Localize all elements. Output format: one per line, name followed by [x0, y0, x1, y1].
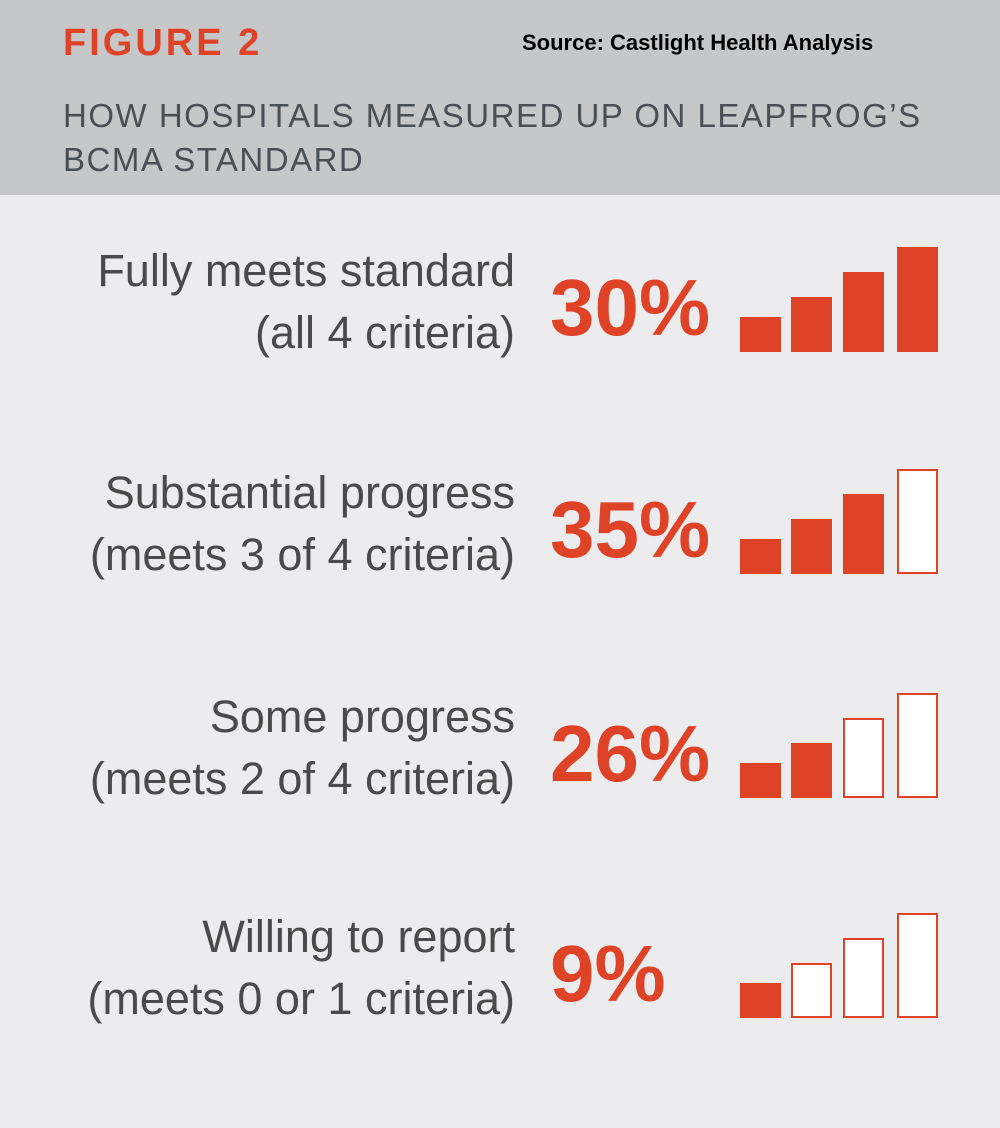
row-1: Fully meets standard (all 4 criteria) 30… [0, 240, 1000, 462]
bar-empty [791, 963, 832, 1018]
header: FIGURE 2 Source: Castlight Health Analys… [0, 0, 1000, 195]
figure-label: FIGURE 2 [63, 22, 263, 64]
level-bars-icon [740, 247, 938, 352]
row-label-line1: Substantial progress [104, 467, 515, 518]
row-4: Willing to report (meets 0 or 1 criteria… [0, 906, 1000, 1128]
row-label-line1: Fully meets standard [97, 245, 515, 296]
bar-empty [897, 913, 938, 1018]
bar-filled [791, 743, 832, 798]
row-3: Some progress (meets 2 of 4 criteria) 26… [0, 686, 1000, 908]
row-label-line2: (meets 0 or 1 criteria) [87, 973, 515, 1024]
row-2: Substantial progress (meets 3 of 4 crite… [0, 462, 1000, 684]
row-label: Substantial progress (meets 3 of 4 crite… [90, 462, 515, 586]
chart-title: HOW HOSPITALS MEASURED UP ON LEAPFROG’S … [63, 97, 922, 178]
row-label-line2: (meets 3 of 4 criteria) [89, 529, 515, 580]
bar-empty [843, 938, 884, 1018]
level-bars-icon [740, 469, 938, 574]
percent-value: 30% [550, 263, 711, 352]
bar-empty [897, 693, 938, 798]
bar-filled [843, 272, 884, 352]
bar-filled [740, 763, 781, 798]
row-label-line1: Willing to report [202, 911, 515, 962]
row-label: Willing to report (meets 0 or 1 criteria… [87, 906, 515, 1030]
bar-filled [740, 539, 781, 574]
percent-value: 26% [550, 709, 711, 798]
bar-filled [897, 247, 938, 352]
source-note: Source: Castlight Health Analysis [522, 30, 874, 55]
level-bars-icon [740, 693, 938, 798]
bar-empty [897, 469, 938, 574]
percent-value: 35% [550, 485, 711, 574]
row-label: Some progress (meets 2 of 4 criteria) [90, 686, 515, 810]
row-label: Fully meets standard (all 4 criteria) [97, 240, 515, 364]
bar-filled [791, 297, 832, 352]
row-label-line1: Some progress [209, 691, 515, 742]
percent-value: 9% [550, 929, 666, 1018]
row-label-line2: (meets 2 of 4 criteria) [89, 753, 515, 804]
bar-filled [740, 983, 781, 1018]
bar-filled [740, 317, 781, 352]
level-bars-icon [740, 913, 938, 1018]
bar-filled [843, 494, 884, 574]
row-label-line2: (all 4 criteria) [254, 307, 515, 358]
bar-filled [791, 519, 832, 574]
bar-empty [843, 718, 884, 798]
